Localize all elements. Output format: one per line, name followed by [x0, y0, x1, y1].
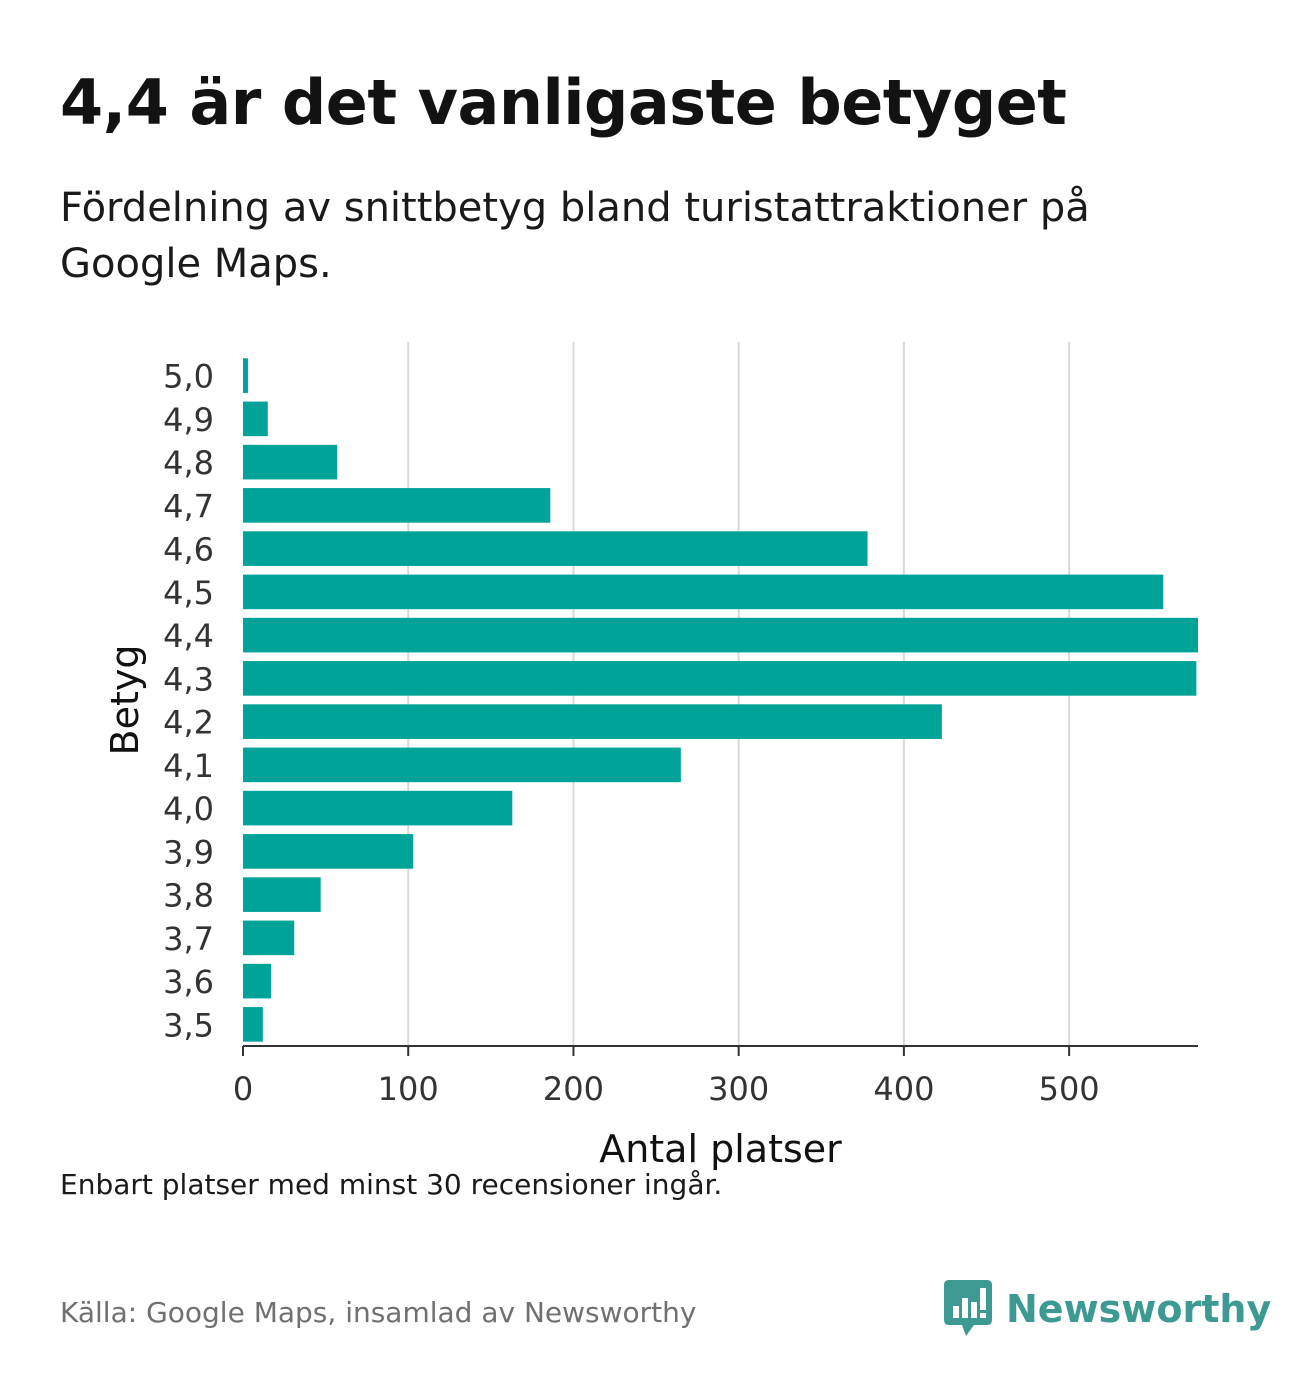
bar [243, 704, 942, 739]
y-tick-label: 3,5 [163, 1006, 214, 1044]
bar [243, 488, 551, 523]
y-tick-label: 4,4 [163, 617, 214, 655]
y-tick-label: 4,9 [163, 401, 214, 439]
y-tick-label: 4,8 [163, 444, 214, 482]
bar [243, 963, 272, 999]
x-tick-label: 500 [1039, 1070, 1100, 1108]
y-tick-label: 3,7 [163, 920, 214, 958]
brand-logo[interactable]: Newsworthy [944, 1280, 1271, 1338]
y-tick-label: 5,0 [163, 358, 214, 396]
x-tick-label: 300 [708, 1070, 769, 1108]
y-axis-title: Betyg [103, 645, 147, 756]
bar [243, 790, 513, 826]
bar [243, 358, 248, 393]
bar [243, 617, 1198, 653]
bar [243, 661, 1197, 696]
x-ticks: 0 100 200 300 400 500 [233, 1046, 1100, 1108]
x-tick-label: 200 [543, 1070, 604, 1108]
y-tick-label: 4,3 [163, 660, 214, 698]
bar [243, 531, 868, 566]
x-tick-label: 0 [233, 1070, 253, 1108]
y-tick-label: 4,6 [163, 531, 214, 569]
y-tick-label: 4,7 [163, 487, 214, 525]
bar-chart-speech-bubble-icon [944, 1280, 992, 1336]
x-tick-label: 100 [378, 1070, 439, 1108]
chart-subtitle: Fördelning av snittbetyg bland turistatt… [60, 185, 1090, 287]
bar [243, 401, 268, 437]
source-credit: Källa: Google Maps, insamlad av Newswort… [60, 1296, 697, 1329]
bar [243, 877, 321, 912]
y-tick-label: 4,2 [163, 704, 214, 742]
bar [243, 920, 295, 956]
y-tick-label: 4,1 [163, 747, 214, 785]
bars [243, 358, 1198, 1042]
y-tick-label: 3,9 [163, 833, 214, 871]
y-tick-labels: 5,0 4,9 4,8 4,7 4,6 4,5 4,4 4,3 4,2 4,1 4,0 3,9 3,8 3… [163, 358, 214, 1045]
y-tick-label: 4,0 [163, 790, 214, 828]
x-axis-title: Antal platser [599, 1127, 842, 1170]
bar [243, 747, 681, 783]
y-tick-label: 3,6 [163, 963, 214, 1001]
bar [243, 834, 414, 869]
brand-name: Newsworthy [1006, 1287, 1272, 1331]
x-tick-label: 400 [873, 1070, 934, 1108]
y-tick-label: 4,5 [163, 574, 214, 612]
bar [243, 574, 1164, 610]
bar [243, 1007, 263, 1042]
chart-title: 4,4 är det vanligaste betyget [60, 66, 1067, 139]
bar [243, 444, 338, 480]
chart-note: Enbart platser med minst 30 recensioner … [60, 1168, 723, 1201]
y-tick-label: 3,8 [163, 877, 214, 915]
bar-chart: 5,0 4,9 4,8 4,7 4,6 4,5 4,4 4,3 4,2 4,1 4,0 3,9 3,8 3… [103, 342, 1198, 1170]
